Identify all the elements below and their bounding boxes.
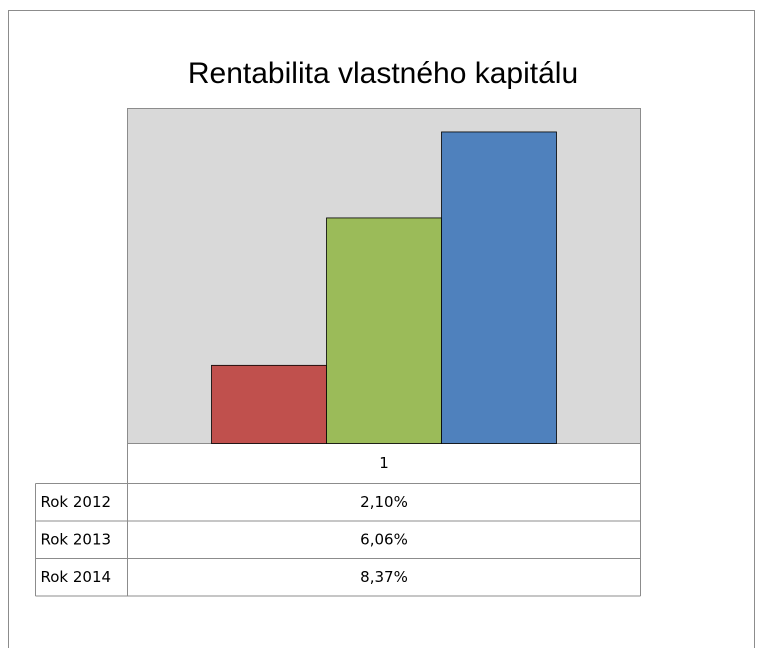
x-tick-label: 1: [379, 454, 389, 472]
data-label: 6,06%: [360, 530, 408, 548]
legend-label: Rok 2014: [41, 568, 112, 586]
chart-title: Rentabilita vlastného kapitálu: [188, 57, 578, 90]
data-label: 2,10%: [360, 493, 408, 511]
bar: [326, 217, 442, 444]
legend-label: Rok 2012: [41, 493, 112, 511]
data-label: 8,37%: [360, 568, 408, 586]
bar: [441, 131, 557, 444]
bar: [211, 364, 327, 444]
legend-label: Rok 2013: [41, 530, 112, 548]
